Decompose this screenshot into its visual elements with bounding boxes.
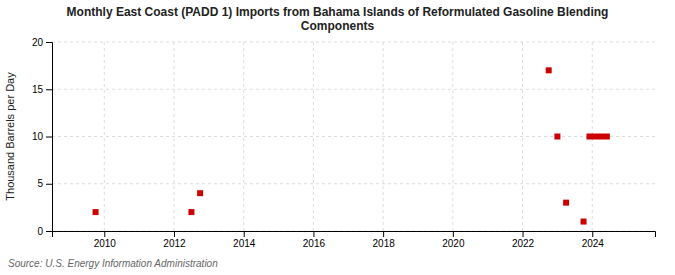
grid bbox=[52, 42, 655, 231]
tick-label: 15 bbox=[32, 84, 44, 95]
tick: 2024 bbox=[582, 231, 605, 249]
point bbox=[546, 67, 552, 73]
tick: 2020 bbox=[442, 231, 465, 249]
tick: 2018 bbox=[373, 231, 396, 249]
point bbox=[586, 134, 592, 140]
grid-line bbox=[52, 136, 655, 137]
tick-label: 5 bbox=[37, 178, 43, 189]
point bbox=[93, 209, 99, 215]
tick-mark bbox=[244, 231, 245, 237]
axis-line bbox=[46, 43, 53, 232]
point bbox=[188, 209, 194, 215]
tick: 2012 bbox=[163, 231, 186, 249]
plot: 2010 2012 2014 2016 2018 2020 2022 2024 0 5 10 15 20… bbox=[4, 37, 656, 249]
tick-mark bbox=[46, 184, 52, 185]
tick: 2010 bbox=[94, 231, 117, 249]
grid-line bbox=[313, 42, 314, 231]
tick-label: 20 bbox=[32, 37, 44, 48]
grid-line bbox=[104, 42, 105, 231]
point bbox=[592, 134, 598, 140]
grid-line bbox=[452, 42, 453, 231]
tick: 2022 bbox=[512, 231, 535, 249]
tick-mark bbox=[453, 231, 454, 237]
tick-mark bbox=[174, 231, 175, 237]
tick-mark bbox=[46, 42, 52, 43]
tick-label: 2012 bbox=[163, 238, 186, 249]
tick: 15 bbox=[32, 84, 52, 95]
grid-line bbox=[52, 42, 655, 43]
point bbox=[563, 200, 569, 206]
tick-label: 0 bbox=[37, 226, 43, 237]
tick-label: 2022 bbox=[512, 238, 535, 249]
tick-label: 10 bbox=[32, 131, 44, 142]
tick-mark bbox=[523, 231, 524, 237]
title: Monthly East Coast (PADD 1) Imports from… bbox=[67, 5, 609, 33]
tick-label: 2024 bbox=[582, 238, 605, 249]
x-axis: 2010 2012 2014 2016 2018 2020 2022 2024 bbox=[53, 231, 656, 249]
y-axis-label: Thousand Barrels per Day bbox=[4, 72, 16, 201]
tick: 0 bbox=[37, 226, 52, 237]
tick-mark bbox=[46, 89, 52, 90]
tick-label: 2018 bbox=[373, 238, 396, 249]
tick: 5 bbox=[37, 178, 52, 189]
point bbox=[554, 134, 560, 140]
point bbox=[197, 190, 203, 196]
tick-label: 2014 bbox=[233, 238, 256, 249]
annotation: Source: U.S. Energy Information Administ… bbox=[8, 258, 218, 269]
axis-line bbox=[53, 232, 656, 238]
tick: 10 bbox=[32, 131, 52, 142]
tick: 20 bbox=[32, 37, 52, 48]
chart: Monthly East Coast (PADD 1) Imports from… bbox=[0, 0, 675, 275]
tick-mark bbox=[313, 231, 314, 237]
y-axis: 0 5 10 15 20 bbox=[32, 37, 53, 237]
point bbox=[581, 219, 587, 225]
tick-mark bbox=[104, 231, 105, 237]
tick-label: 2016 bbox=[303, 238, 326, 249]
tick-mark bbox=[46, 231, 52, 232]
tick: 2014 bbox=[233, 231, 256, 249]
tick-mark bbox=[592, 231, 593, 237]
tick-mark bbox=[383, 231, 384, 237]
point bbox=[604, 134, 610, 140]
tick-mark bbox=[46, 137, 52, 138]
tick-label: 2010 bbox=[94, 238, 117, 249]
grid-line bbox=[52, 89, 655, 90]
tick: 2016 bbox=[303, 231, 326, 249]
point bbox=[598, 134, 604, 140]
tick-label: 2020 bbox=[442, 238, 465, 249]
grid-line bbox=[52, 183, 655, 184]
points bbox=[93, 67, 610, 224]
